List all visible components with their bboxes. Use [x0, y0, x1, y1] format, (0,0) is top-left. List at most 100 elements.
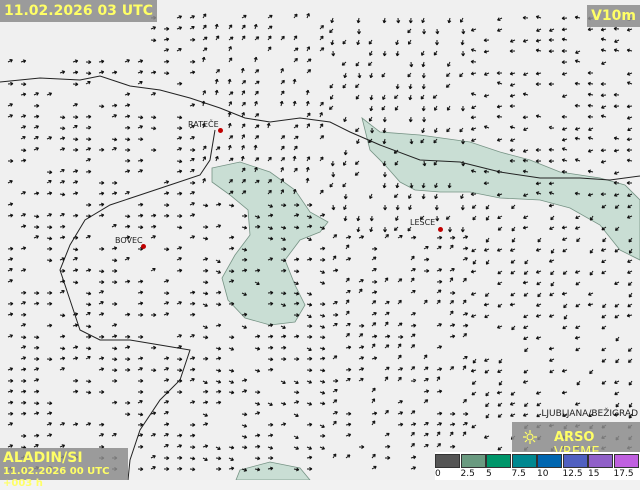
wind-arrow: [85, 346, 92, 351]
wind-arrow: [137, 290, 144, 295]
wind-arrow: [254, 215, 261, 219]
wind-arrow: [306, 257, 313, 262]
wind-arrow: [422, 160, 427, 167]
wind-arrow: [423, 389, 430, 394]
wind-arrow: [509, 148, 516, 153]
wind-arrow: [449, 411, 456, 416]
wind-arrow: [7, 334, 14, 338]
wind-arrow: [600, 48, 607, 53]
wind-arrow: [509, 125, 516, 130]
wind-arrow: [356, 226, 361, 233]
wind-arrow: [471, 391, 477, 396]
wind-arrow: [422, 116, 427, 123]
wind-arrow: [628, 380, 633, 386]
wind-arrow: [510, 413, 516, 417]
wind-arrow: [562, 237, 568, 241]
wind-arrow: [393, 149, 399, 154]
wind-arrow: [602, 303, 607, 309]
wind-arrow: [423, 245, 429, 250]
wind-arrow: [614, 248, 620, 253]
wind-arrow: [397, 354, 402, 360]
wind-arrow: [332, 268, 339, 273]
wind-arrow: [420, 138, 425, 144]
wind-arrow: [421, 61, 426, 68]
wind-arrow: [384, 432, 390, 437]
wind-arrow: [561, 291, 568, 296]
wind-arrow: [33, 443, 39, 448]
wind-arrow: [410, 333, 416, 338]
wind-arrow: [410, 422, 417, 427]
wind-arrow: [293, 145, 298, 151]
wind-arrow: [561, 137, 568, 142]
wind-arrow: [215, 466, 222, 471]
wind-arrow: [614, 391, 620, 396]
wind-arrow: [369, 226, 374, 233]
wind-arrow: [241, 35, 246, 41]
wind-arrow: [202, 203, 209, 208]
wind-arrow: [356, 17, 361, 24]
wind-arrow: [395, 39, 400, 46]
wind-arrow: [435, 215, 440, 222]
wind-arrow: [215, 224, 222, 229]
wind-arrow: [369, 94, 374, 101]
wind-arrow: [510, 292, 516, 297]
wind-arrow: [369, 215, 374, 222]
wind-arrow: [202, 177, 206, 184]
wind-arrow: [254, 135, 260, 140]
wind-arrow: [72, 124, 78, 129]
wind-arrow: [215, 323, 222, 328]
wind-arrow: [98, 290, 105, 294]
wind-arrow: [280, 135, 286, 140]
wind-arrow: [20, 148, 27, 153]
wind-arrow: [483, 169, 490, 174]
wind-arrow: [574, 402, 581, 406]
wind-arrow: [345, 332, 350, 338]
wind-arrow: [535, 48, 542, 53]
wind-arrow: [254, 36, 260, 41]
wind-arrow: [228, 246, 235, 251]
wind-arrow: [332, 322, 338, 327]
wind-arrow: [189, 180, 196, 185]
wind-arrow: [410, 289, 416, 294]
wind-arrow: [228, 457, 234, 461]
wind-arrow: [280, 325, 286, 329]
wind-arrow: [535, 191, 542, 196]
wind-arrow: [535, 15, 542, 20]
wind-arrow: [241, 292, 247, 296]
wind-arrow: [254, 90, 259, 96]
wind-arrow: [383, 204, 388, 211]
wind-arrow: [267, 290, 274, 295]
legend-tick: 17.5: [613, 469, 634, 479]
wind-arrow: [137, 301, 144, 306]
wind-arrow: [368, 39, 373, 45]
wind-arrow: [461, 50, 466, 57]
wind-arrow: [20, 246, 27, 251]
wind-arrow: [319, 424, 325, 428]
wind-arrow: [189, 191, 195, 195]
wind-arrow: [98, 213, 105, 218]
wind-arrow: [626, 158, 633, 163]
wind-arrow: [33, 225, 40, 230]
wind-arrow: [550, 281, 555, 287]
wind-arrow: [228, 36, 234, 41]
wind-arrow: [421, 105, 426, 112]
wind-arrow: [176, 433, 183, 438]
wind-arrow: [293, 400, 300, 405]
wind-arrow: [462, 312, 469, 316]
wind-arrow: [280, 225, 287, 230]
wind-arrow: [163, 301, 170, 305]
wind-arrow: [600, 27, 607, 32]
wind-arrow: [436, 235, 443, 240]
wind-arrow: [241, 112, 245, 118]
wind-arrow: [535, 391, 542, 395]
wind-arrow: [163, 411, 169, 415]
wind-arrow: [342, 182, 347, 188]
wind-arrow: [371, 300, 377, 305]
wind-arrow: [98, 191, 105, 196]
wind-arrow: [202, 325, 208, 329]
wind-arrow: [306, 156, 311, 162]
shaded-area-south: [235, 461, 311, 480]
wind-arrow: [111, 103, 118, 108]
wind-arrow: [176, 169, 183, 174]
model-run: 11.02.2026 00 UTC +003 h: [3, 466, 110, 489]
